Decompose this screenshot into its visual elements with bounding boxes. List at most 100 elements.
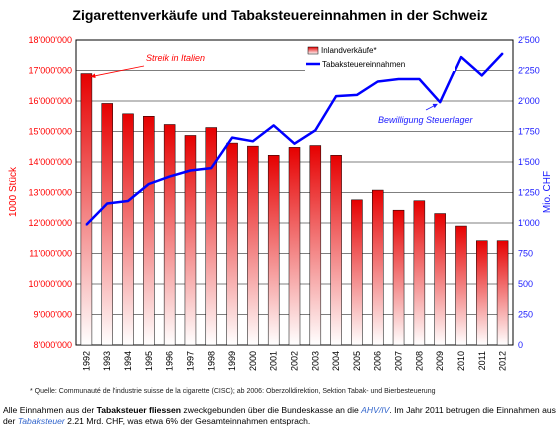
x-tick-label: 2001 [269, 351, 279, 371]
left-tick-label: 14'000'000 [29, 157, 72, 167]
left-tick-label: 15'000'000 [29, 127, 72, 137]
desc-part-3: zweckgebunden über die Bundeskasse an di… [181, 405, 362, 415]
bar-1993 [101, 103, 113, 346]
bar-2009 [434, 213, 446, 346]
line-point-2005 [356, 94, 358, 96]
desc-part-1: Alle Einnahmen aus der [3, 405, 97, 415]
bar-2000 [247, 145, 259, 346]
x-tick-label: 1998 [206, 351, 216, 371]
line-point-2004 [335, 95, 337, 97]
legend: Inlandverkäufe* Tabaksteuereinnahmen [305, 45, 455, 71]
right-tick-label: 2'500 [518, 35, 540, 45]
bar-2001 [267, 155, 280, 346]
bar-2004 [330, 155, 342, 346]
right-axis-ticks: 0 250 500 750 1'000 1'250 1'500 1'750 2'000 2'250… [518, 35, 540, 350]
line-point-2003 [314, 129, 317, 132]
line-point-2002 [293, 142, 296, 145]
footnote: * Quelle: Communauté de l'industrie suis… [30, 388, 436, 395]
x-tick-label: 2010 [456, 351, 466, 371]
line-point-1994 [127, 200, 129, 202]
left-tick-label: 11'000'000 [29, 249, 72, 259]
x-tick-label: 2009 [435, 351, 445, 371]
chart: Zigarettenverkäufe und Tabaksteuereinnah… [8, 7, 553, 371]
line-point-1999 [231, 136, 233, 139]
left-axis-ticks: 8'000'000 9'000'000 10'000'000 11'000'000 12… [29, 35, 72, 350]
line-point-1995 [148, 183, 150, 185]
annotation-streik-in-italien: Streik in Italien [146, 53, 205, 63]
x-tick-label: 2003 [310, 351, 320, 371]
annotation-arrow-steuerlager [425, 103, 438, 111]
bar-1997 [184, 135, 197, 346]
bar-2007 [392, 209, 405, 346]
line-point-2000 [252, 140, 254, 143]
chart-title: Zigarettenverkäufe und Tabaksteuereinnah… [72, 7, 487, 23]
bar-1999 [226, 142, 238, 346]
left-tick-label: 10'000'000 [29, 279, 72, 289]
bar-1992 [80, 73, 93, 346]
bar-2010 [455, 225, 467, 346]
x-tick-label: 1994 [123, 351, 133, 371]
line-point-1992 [85, 224, 88, 226]
link-ahv-iv[interactable]: AHV/IV [361, 405, 390, 415]
bar-2003 [309, 145, 322, 346]
bar-2008 [413, 200, 426, 346]
bar-1998 [205, 127, 218, 346]
line-point-1998 [210, 167, 213, 169]
right-tick-label: 1'250 [518, 188, 540, 198]
x-tick-label: 2004 [331, 351, 341, 371]
right-axis-label: Mio. CHF [542, 171, 553, 213]
right-tick-label: 750 [518, 249, 533, 259]
x-tick-label: 2007 [394, 351, 404, 371]
line-series-tabaksteuer [85, 52, 504, 226]
x-tick-label: 1995 [144, 351, 154, 371]
left-tick-label: 8'000'000 [34, 340, 72, 350]
left-tick-label: 17'000'000 [29, 66, 72, 76]
line-point-2009 [439, 101, 441, 104]
x-tick-label: 2011 [477, 351, 487, 370]
right-tick-label: 2'000 [518, 96, 540, 106]
right-tick-label: 0 [518, 340, 523, 350]
bar-2012 [496, 240, 509, 346]
line-point-1997 [189, 169, 192, 172]
x-tick-label: 1999 [227, 351, 237, 371]
left-tick-label: 9'000'000 [34, 310, 72, 320]
x-tick-label: 2005 [352, 351, 362, 371]
line-point-2007 [397, 78, 400, 80]
x-tick-label: 2012 [498, 351, 508, 371]
desc-part-4: . Im Jahr 2011 betrugen die Einnahmen au… [3, 405, 556, 426]
left-axis-label: 1000 Stück [8, 166, 19, 217]
desc-bold-fliessen: fliessen [149, 405, 182, 415]
bar-2006 [371, 189, 384, 346]
right-tick-label: 2'250 [518, 66, 540, 76]
line-point-1996 [168, 175, 171, 178]
x-axis-ticks: 1992 1993 1994 1995 1996 1997 1998 1999 2000 2001… [81, 351, 507, 371]
desc-part-5: 2.21 Mrd. CHF, was etwa 6% der Gesamtein… [64, 416, 311, 426]
legend-label-bars: Inlandverkäufe* [321, 46, 377, 55]
link-tabaksteuer[interactable]: Tabaksteuer [17, 416, 65, 426]
x-tick-label: 1992 [81, 351, 91, 371]
x-tick-label: 2006 [373, 351, 383, 371]
line-point-2008 [418, 78, 421, 80]
bar-2002 [288, 147, 301, 346]
description-text: Alle Einnahmen aus der Tabaksteuer flies… [3, 405, 559, 427]
x-tick-label: 2000 [248, 351, 258, 371]
left-tick-label: 13'000'000 [29, 188, 72, 198]
bar-1994 [122, 113, 134, 346]
x-tick-label: 2002 [290, 351, 300, 371]
annotation-bewilligung-steuerlager: Bewilligung Steuerlager [378, 115, 474, 125]
line-point-2012 [501, 52, 504, 55]
left-tick-label: 18'000'000 [29, 35, 72, 45]
desc-bold-tabaksteuer: Tabaksteuer [96, 405, 147, 415]
legend-label-line: Tabaksteuereinnahmen [322, 60, 405, 69]
legend-swatch-bars [307, 46, 319, 55]
line-point-2006 [376, 80, 379, 83]
left-tick-label: 12'000'000 [29, 218, 72, 228]
right-tick-label: 500 [518, 279, 533, 289]
line-point-1993 [106, 202, 109, 205]
line-point-2001 [272, 124, 275, 127]
bar-1996 [163, 124, 176, 346]
bar-2005 [351, 199, 363, 346]
bar-1995 [143, 116, 155, 346]
x-tick-label: 2008 [414, 351, 424, 371]
bar-2011 [476, 240, 488, 346]
